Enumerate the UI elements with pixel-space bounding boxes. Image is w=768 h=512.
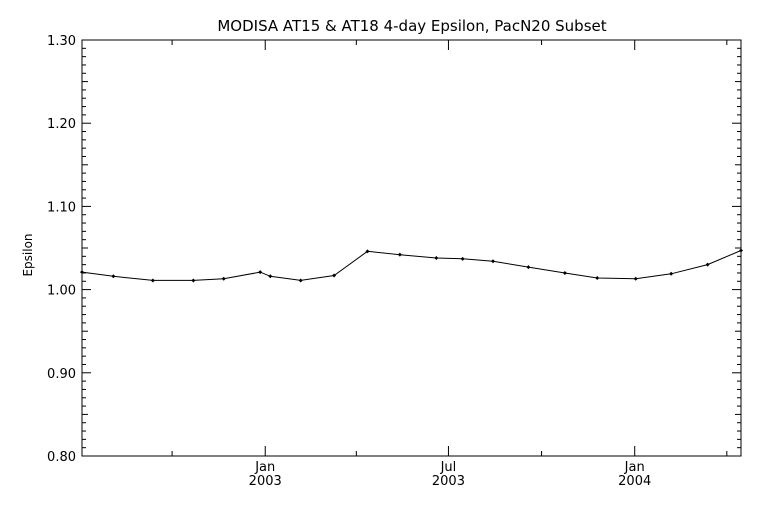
data-point [221,276,226,281]
data-point [460,256,465,261]
data-point [595,275,600,280]
plot-frame [81,39,742,457]
series-line [81,250,742,281]
x-tick-year-label: 2003 [432,474,465,489]
y-axis-ticks: 0.80 0.90 1.00 1.10 1.20 1.30 [47,34,741,465]
series-epsilon [80,248,743,283]
y-tick-label: 0.90 [47,367,76,382]
data-point [633,276,638,281]
data-point [526,265,531,270]
minor-ticks [82,40,741,456]
y-tick-label: 0.80 [47,450,76,465]
data-point [490,259,495,264]
data-point [397,252,402,257]
data-point [268,274,273,279]
data-point [365,249,370,254]
data-point [332,273,337,278]
x-tick-year-label: 2004 [618,474,651,489]
data-point [111,274,116,279]
y-tick-label: 1.00 [47,284,76,299]
x-tick-month-label: Jan [624,460,645,475]
y-axis-label: Epsilon [21,233,35,276]
x-tick-year-label: 2003 [249,474,282,489]
data-point [191,278,196,283]
y-tick-label: 1.10 [47,200,76,215]
data-point [298,278,303,283]
data-point [669,271,674,276]
data-point [80,270,84,275]
data-point [258,270,263,275]
data-point [705,262,710,267]
data-point [150,278,155,283]
y-tick-label: 1.20 [47,117,76,132]
data-point [434,255,439,260]
data-point [562,270,567,275]
data-point [739,248,743,253]
chart-title: MODISA AT15 & AT18 4-day Epsilon, PacN20… [217,17,606,35]
x-tick-month-label: Jan [254,460,275,475]
x-tick-month-label: Jul [440,460,457,475]
y-tick-label: 1.30 [47,34,76,49]
